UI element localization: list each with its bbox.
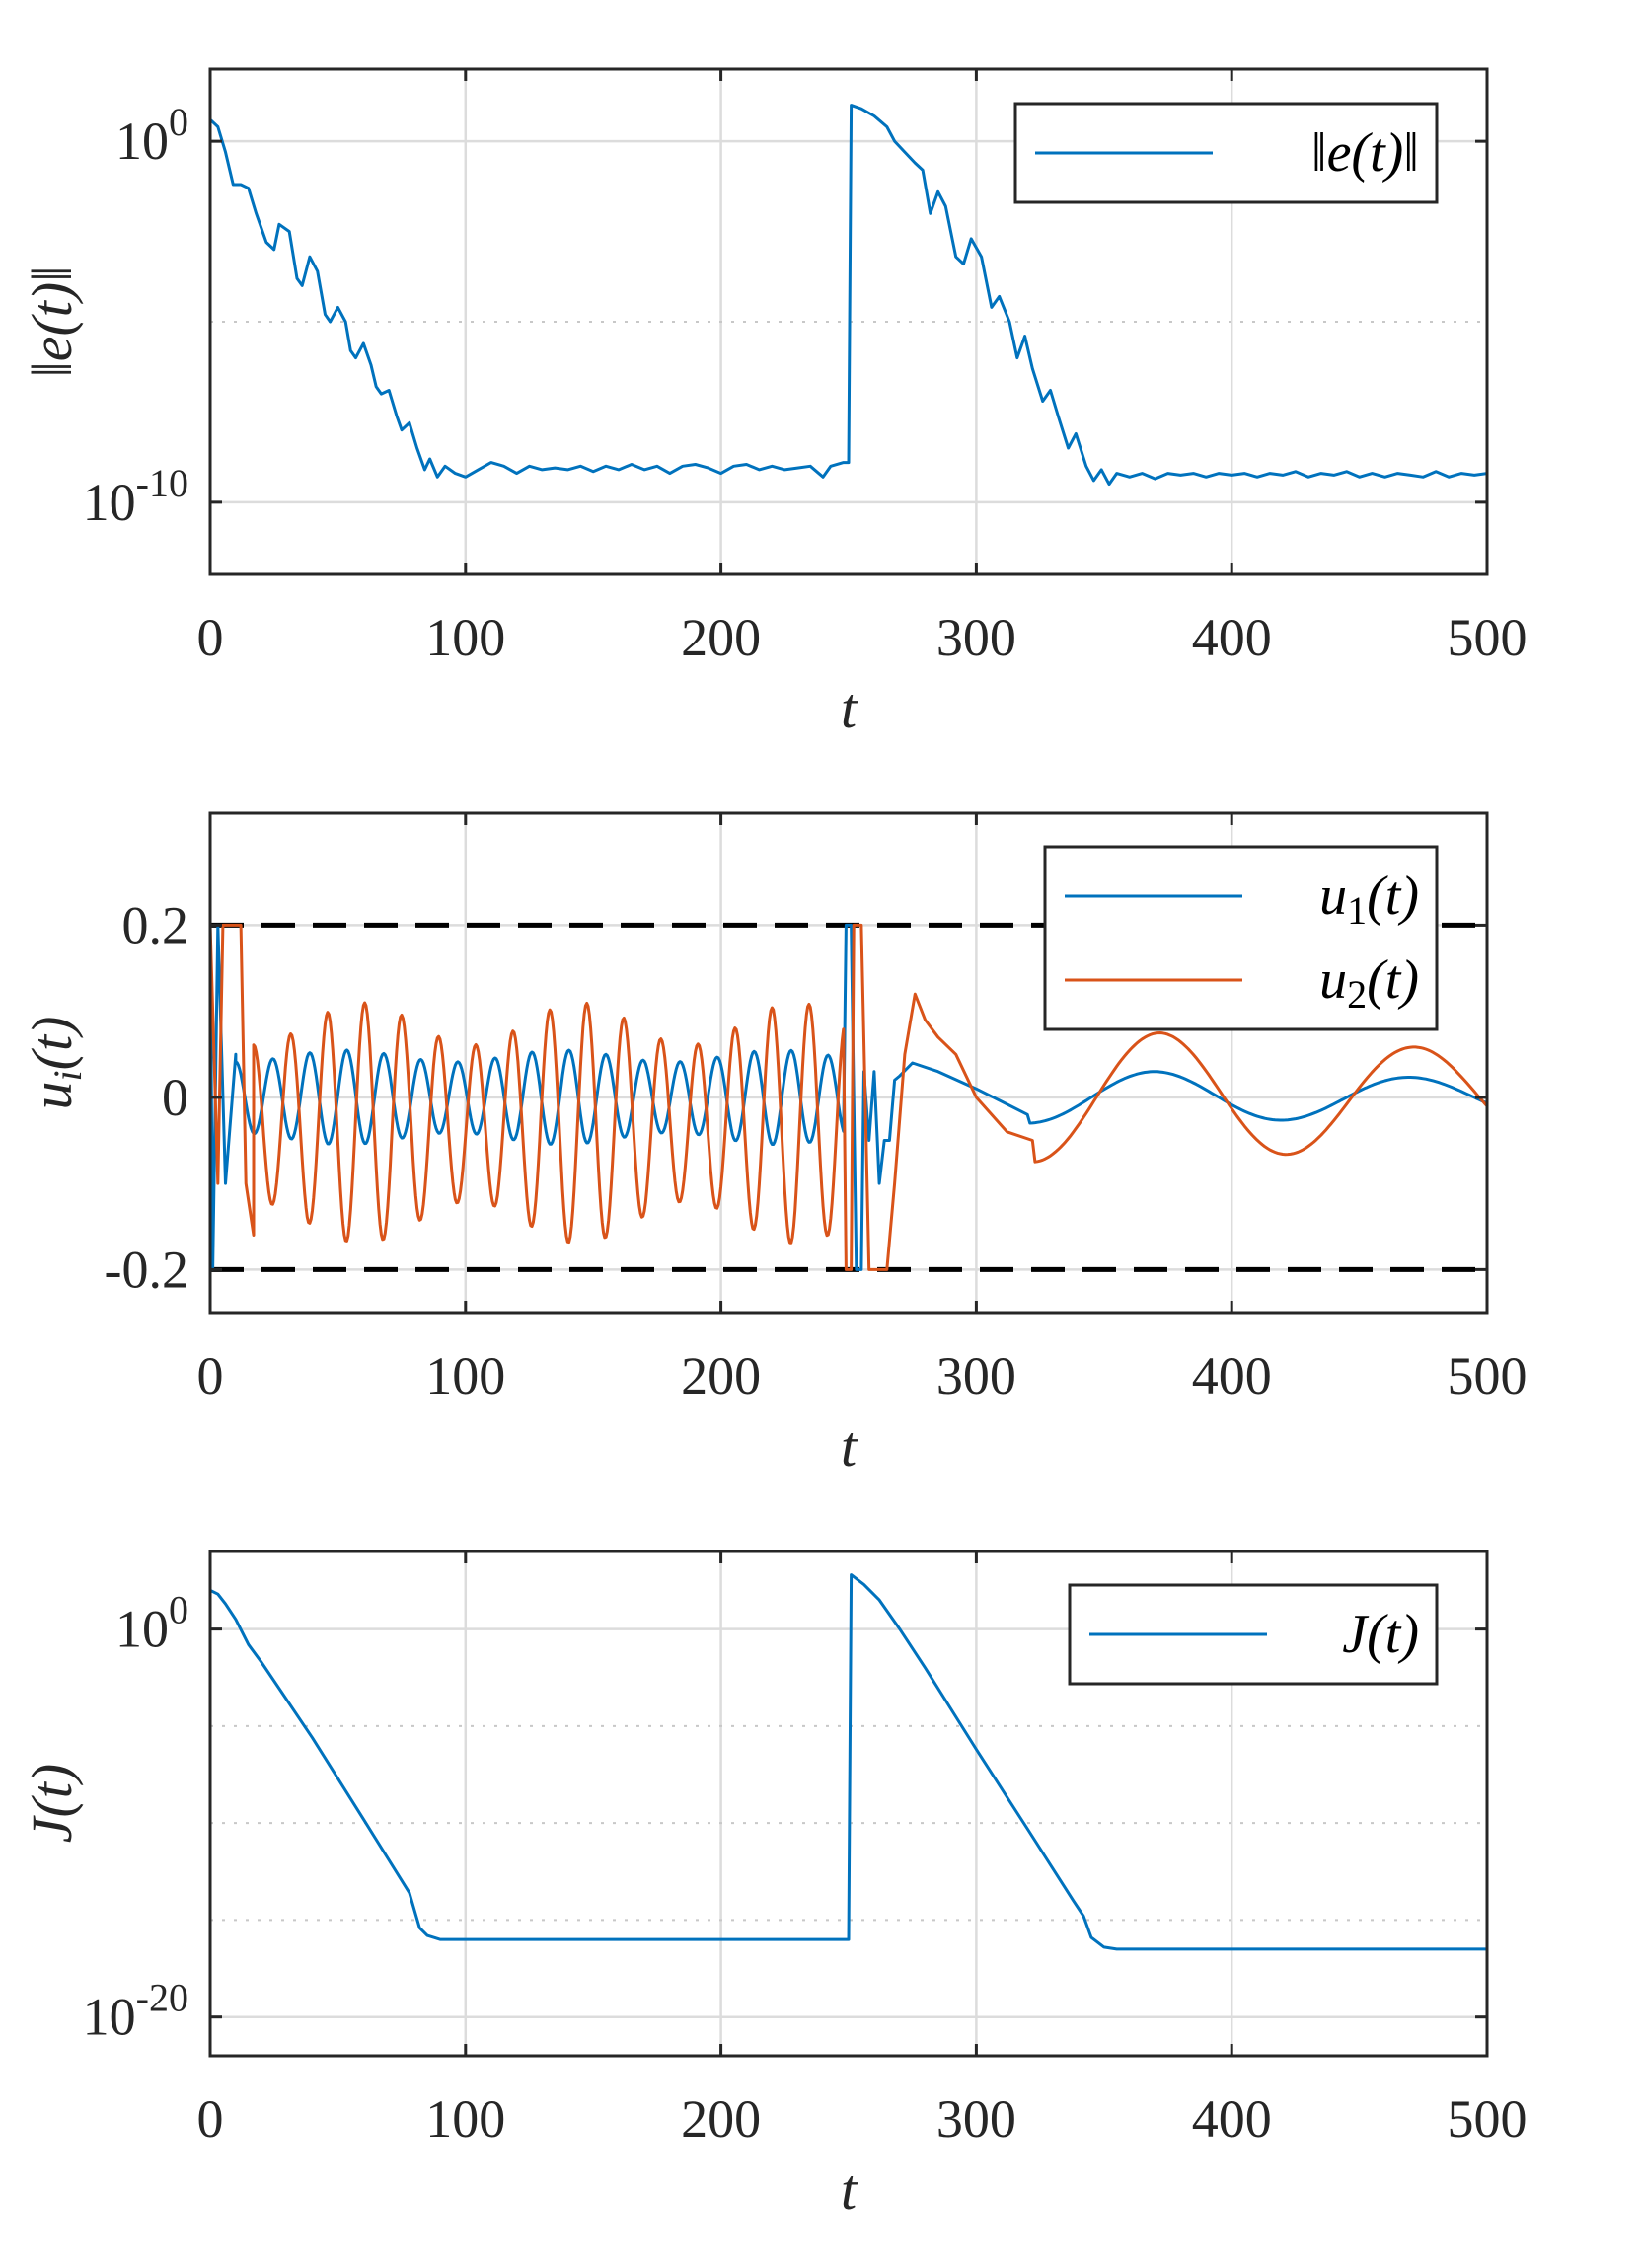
x-tick-label: 500 <box>1448 1346 1528 1405</box>
x-tick-label: 400 <box>1192 1346 1272 1405</box>
plot-layer <box>210 104 1487 487</box>
legend-label: u1(t) <box>1319 866 1419 933</box>
panel-cost-function: 0 100 200 300 400 500 100 10-20 t J(t) J(t) <box>20 1550 1528 2222</box>
x-tick-label: 0 <box>197 1346 224 1405</box>
plot-layer <box>210 1573 1487 1951</box>
x-tick-label: 200 <box>681 1346 761 1405</box>
x-tick-label: 300 <box>936 1346 1016 1405</box>
x-tick-label: 500 <box>1448 608 1528 667</box>
y-tick-label: -0.2 <box>105 1240 188 1299</box>
x-tick-label: 400 <box>1192 608 1272 667</box>
axes-box <box>208 811 1489 1315</box>
y-tick-label: 100 <box>115 1588 188 1659</box>
x-tick-label: 300 <box>936 2089 1016 2149</box>
y-axis-label: J(t) <box>20 1764 84 1844</box>
x-tick-label: 400 <box>1192 2089 1272 2149</box>
x-tick-label: 200 <box>681 2089 761 2149</box>
x-axis-label: t <box>841 2157 858 2222</box>
legend-box <box>1013 102 1439 204</box>
panel-error-norm: 0 100 200 300 400 500 100 10-10 t ‖e(t)‖ ‖e(t)‖ <box>20 67 1528 740</box>
x-axis-label: t <box>841 1414 858 1478</box>
axes-box <box>208 1550 1489 2058</box>
y-tick-label: 100 <box>115 100 188 171</box>
x-tick-label: 100 <box>425 608 505 667</box>
y-tick-label: 10-20 <box>83 1976 188 2047</box>
legend-label: J(t) <box>1342 1604 1419 1665</box>
plot-layer <box>210 922 1487 1272</box>
y-tick-label: 0 <box>162 1068 188 1127</box>
legend-label: ‖e(t)‖ <box>1311 122 1419 184</box>
x-tick-label: 300 <box>936 608 1016 667</box>
legend-box <box>1043 845 1439 1031</box>
legend-label: u2(t) <box>1319 949 1419 1017</box>
series-line-1 <box>210 1573 1487 1951</box>
x-axis-label: t <box>841 676 858 740</box>
x-tick-label: 100 <box>425 2089 505 2149</box>
y-tick-label: 10-10 <box>83 461 188 532</box>
y-tick-label: 0.2 <box>122 895 189 954</box>
series-line-2 <box>210 923 1487 1271</box>
axes-box <box>208 67 1489 576</box>
series-line-1 <box>210 104 1487 487</box>
y-axis-label: ui(t) <box>20 1017 90 1110</box>
y-axis-label: ‖e(t)‖ <box>20 265 84 377</box>
x-tick-label: 500 <box>1448 2089 1528 2149</box>
x-tick-label: 100 <box>425 1346 505 1405</box>
x-tick-label: 0 <box>197 608 224 667</box>
x-tick-label: 200 <box>681 608 761 667</box>
x-tick-label: 0 <box>197 2089 224 2149</box>
